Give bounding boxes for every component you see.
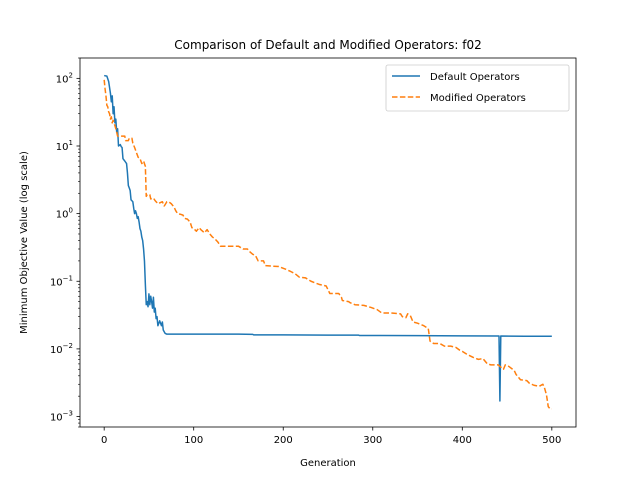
legend-label-modified: Modified Operators: [430, 93, 526, 104]
plot-lines: [103, 74, 552, 410]
legend-box: [385, 64, 570, 112]
y-axis: 102 101 100 10−1 10−2 10−3: [50, 57, 80, 428]
plot-frame: [79, 57, 577, 428]
x-tick-label: 0: [101, 435, 107, 446]
x-axis-title: Generation: [300, 458, 356, 469]
legend-label-default: Default Operators: [430, 72, 520, 83]
x-axis: 0 100 200 300 400 500: [101, 427, 561, 446]
x-tick-label: 300: [363, 435, 382, 446]
x-tick-label: 500: [542, 435, 561, 446]
y-tick-label: 100: [56, 207, 73, 221]
y-tick-label: 10−1: [50, 274, 73, 288]
x-tick-label: 100: [184, 435, 203, 446]
x-tick-label: 400: [453, 435, 472, 446]
series-line-default: [104, 74, 552, 402]
y-axis-title: Minimum Objective Value (log scale): [19, 151, 30, 334]
x-tick-label: 200: [274, 435, 293, 446]
series-line-modified: [103, 79, 552, 410]
y-tick-label: 101: [56, 139, 73, 153]
chart-title: Comparison of Default and Modified Opera…: [174, 38, 481, 52]
y-tick-label: 10−3: [50, 410, 73, 424]
y-tick-label: 10−2: [50, 342, 73, 356]
y-tick-label: 102: [56, 71, 73, 85]
legend: Default Operators Modified Operators: [385, 64, 570, 112]
